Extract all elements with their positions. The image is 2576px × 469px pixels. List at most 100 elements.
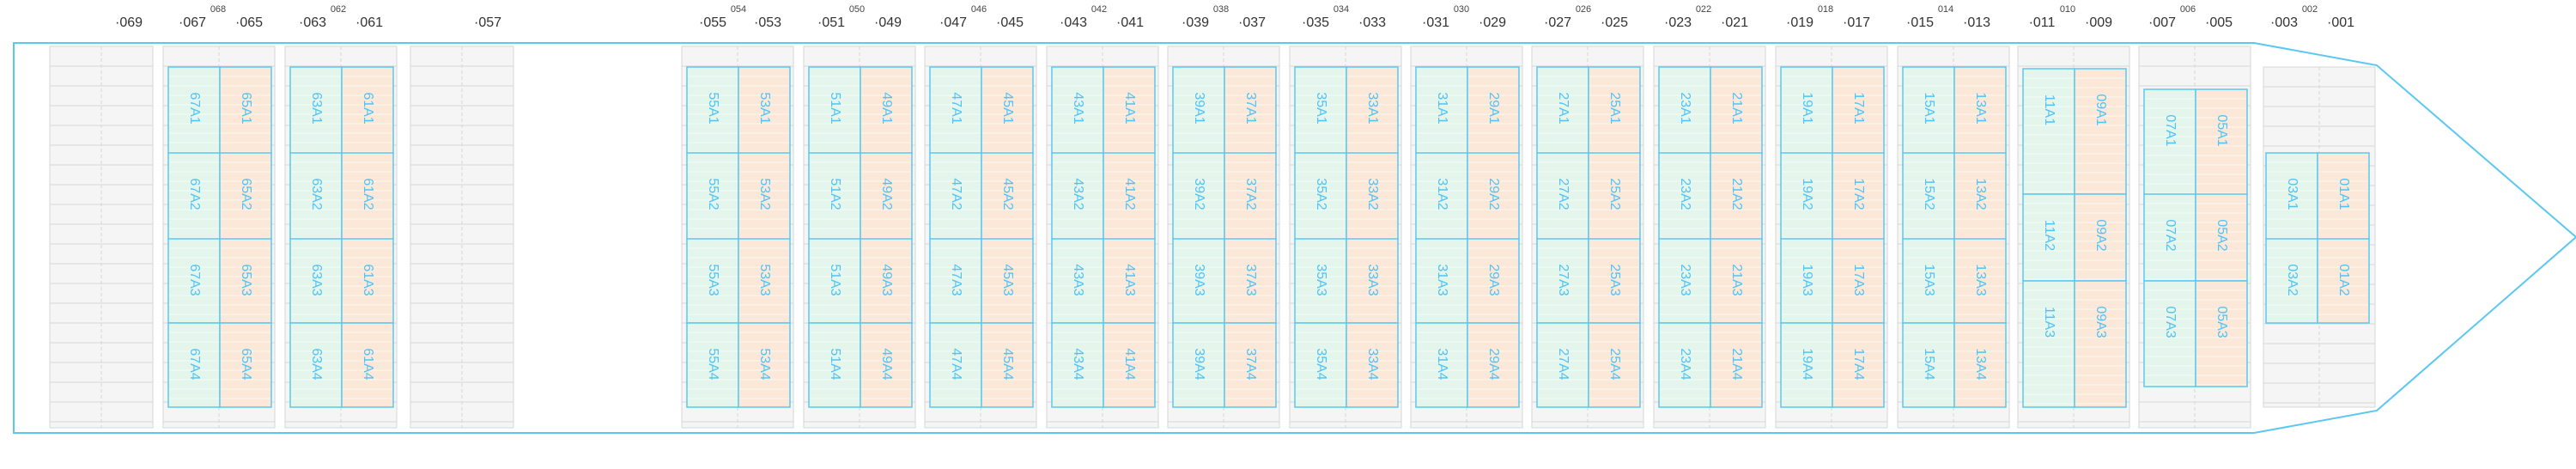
container-slot-65A4[interactable]: 65A4 (219, 322, 272, 408)
container-slot-07A3[interactable]: 07A3 (2143, 280, 2196, 387)
container-slot-21A3[interactable]: 21A3 (1710, 238, 1763, 324)
container-slot-47A4[interactable]: 47A4 (929, 322, 982, 408)
container-slot-35A3[interactable]: 35A3 (1294, 238, 1347, 324)
container-slot-09A1[interactable]: 09A1 (2074, 68, 2127, 195)
container-slot-35A2[interactable]: 35A2 (1294, 152, 1347, 240)
container-slot-11A3[interactable]: 11A3 (2022, 280, 2075, 408)
container-slot-15A2[interactable]: 15A2 (1902, 152, 1955, 240)
container-slot-13A1[interactable]: 13A1 (1953, 66, 2007, 154)
container-slot-65A1[interactable]: 65A1 (219, 66, 272, 154)
container-slot-15A1[interactable]: 15A1 (1902, 66, 1955, 154)
container-slot-55A4[interactable]: 55A4 (686, 322, 739, 408)
container-slot-51A3[interactable]: 51A3 (808, 238, 861, 324)
container-slot-23A4[interactable]: 23A4 (1658, 322, 1711, 408)
container-slot-53A3[interactable]: 53A3 (738, 238, 791, 324)
container-slot-03A2[interactable]: 03A2 (2265, 238, 2318, 324)
container-slot-21A2[interactable]: 21A2 (1710, 152, 1763, 240)
container-slot-07A2[interactable]: 07A2 (2143, 193, 2196, 282)
container-slot-31A3[interactable]: 31A3 (1415, 238, 1468, 324)
container-slot-33A4[interactable]: 33A4 (1346, 322, 1399, 408)
container-slot-17A1[interactable]: 17A1 (1832, 66, 1885, 154)
container-slot-41A3[interactable]: 41A3 (1103, 238, 1156, 324)
container-slot-45A4[interactable]: 45A4 (981, 322, 1034, 408)
container-slot-55A3[interactable]: 55A3 (686, 238, 739, 324)
container-slot-11A2[interactable]: 11A2 (2022, 193, 2075, 282)
container-slot-61A4[interactable]: 61A4 (341, 322, 394, 408)
container-slot-67A1[interactable]: 67A1 (167, 66, 221, 154)
container-slot-25A2[interactable]: 25A2 (1588, 152, 1641, 240)
container-slot-13A3[interactable]: 13A3 (1953, 238, 2007, 324)
container-slot-39A2[interactable]: 39A2 (1172, 152, 1225, 240)
container-slot-65A3[interactable]: 65A3 (219, 238, 272, 324)
container-slot-49A3[interactable]: 49A3 (860, 238, 913, 324)
container-slot-67A2[interactable]: 67A2 (167, 152, 221, 240)
container-slot-23A1[interactable]: 23A1 (1658, 66, 1711, 154)
container-slot-19A1[interactable]: 19A1 (1780, 66, 1833, 154)
container-slot-49A1[interactable]: 49A1 (860, 66, 913, 154)
container-slot-53A4[interactable]: 53A4 (738, 322, 791, 408)
container-slot-13A4[interactable]: 13A4 (1953, 322, 2007, 408)
container-slot-47A2[interactable]: 47A2 (929, 152, 982, 240)
container-slot-45A3[interactable]: 45A3 (981, 238, 1034, 324)
container-slot-17A4[interactable]: 17A4 (1832, 322, 1885, 408)
container-slot-27A1[interactable]: 27A1 (1536, 66, 1589, 154)
container-slot-31A1[interactable]: 31A1 (1415, 66, 1468, 154)
container-slot-17A2[interactable]: 17A2 (1832, 152, 1885, 240)
container-slot-67A3[interactable]: 67A3 (167, 238, 221, 324)
container-slot-27A2[interactable]: 27A2 (1536, 152, 1589, 240)
container-slot-45A2[interactable]: 45A2 (981, 152, 1034, 240)
container-slot-43A2[interactable]: 43A2 (1051, 152, 1104, 240)
container-slot-29A4[interactable]: 29A4 (1467, 322, 1520, 408)
container-slot-21A1[interactable]: 21A1 (1710, 66, 1763, 154)
container-slot-19A2[interactable]: 19A2 (1780, 152, 1833, 240)
container-slot-35A4[interactable]: 35A4 (1294, 322, 1347, 408)
container-slot-53A1[interactable]: 53A1 (738, 66, 791, 154)
container-slot-07A1[interactable]: 07A1 (2143, 88, 2196, 195)
container-slot-43A3[interactable]: 43A3 (1051, 238, 1104, 324)
container-slot-09A3[interactable]: 09A3 (2074, 280, 2127, 408)
container-slot-53A2[interactable]: 53A2 (738, 152, 791, 240)
container-slot-41A4[interactable]: 41A4 (1103, 322, 1156, 408)
container-slot-05A3[interactable]: 05A3 (2195, 280, 2248, 387)
container-slot-05A1[interactable]: 05A1 (2195, 88, 2248, 195)
container-slot-63A4[interactable]: 63A4 (289, 322, 343, 408)
container-slot-41A1[interactable]: 41A1 (1103, 66, 1156, 154)
container-slot-21A4[interactable]: 21A4 (1710, 322, 1763, 408)
container-slot-43A1[interactable]: 43A1 (1051, 66, 1104, 154)
container-slot-33A1[interactable]: 33A1 (1346, 66, 1399, 154)
container-slot-33A2[interactable]: 33A2 (1346, 152, 1399, 240)
container-slot-37A1[interactable]: 37A1 (1224, 66, 1277, 154)
container-slot-63A2[interactable]: 63A2 (289, 152, 343, 240)
container-slot-09A2[interactable]: 09A2 (2074, 193, 2127, 282)
container-slot-51A4[interactable]: 51A4 (808, 322, 861, 408)
container-slot-37A4[interactable]: 37A4 (1224, 322, 1277, 408)
container-slot-23A3[interactable]: 23A3 (1658, 238, 1711, 324)
container-slot-61A3[interactable]: 61A3 (341, 238, 394, 324)
container-slot-11A1[interactable]: 11A1 (2022, 68, 2075, 195)
container-slot-51A1[interactable]: 51A1 (808, 66, 861, 154)
container-slot-23A2[interactable]: 23A2 (1658, 152, 1711, 240)
container-slot-27A4[interactable]: 27A4 (1536, 322, 1589, 408)
container-slot-31A2[interactable]: 31A2 (1415, 152, 1468, 240)
container-slot-05A2[interactable]: 05A2 (2195, 193, 2248, 282)
container-slot-39A3[interactable]: 39A3 (1172, 238, 1225, 324)
container-slot-35A1[interactable]: 35A1 (1294, 66, 1347, 154)
container-slot-33A3[interactable]: 33A3 (1346, 238, 1399, 324)
container-slot-37A2[interactable]: 37A2 (1224, 152, 1277, 240)
container-slot-03A1[interactable]: 03A1 (2265, 152, 2318, 240)
container-slot-29A1[interactable]: 29A1 (1467, 66, 1520, 154)
container-slot-39A4[interactable]: 39A4 (1172, 322, 1225, 408)
container-slot-17A3[interactable]: 17A3 (1832, 238, 1885, 324)
container-slot-31A4[interactable]: 31A4 (1415, 322, 1468, 408)
container-slot-63A3[interactable]: 63A3 (289, 238, 343, 324)
container-slot-01A2[interactable]: 01A2 (2317, 238, 2370, 324)
container-slot-49A4[interactable]: 49A4 (860, 322, 913, 408)
container-slot-25A1[interactable]: 25A1 (1588, 66, 1641, 154)
container-slot-37A3[interactable]: 37A3 (1224, 238, 1277, 324)
container-slot-63A1[interactable]: 63A1 (289, 66, 343, 154)
container-slot-01A1[interactable]: 01A1 (2317, 152, 2370, 240)
container-slot-61A2[interactable]: 61A2 (341, 152, 394, 240)
container-slot-39A1[interactable]: 39A1 (1172, 66, 1225, 154)
container-slot-25A3[interactable]: 25A3 (1588, 238, 1641, 324)
container-slot-13A2[interactable]: 13A2 (1953, 152, 2007, 240)
